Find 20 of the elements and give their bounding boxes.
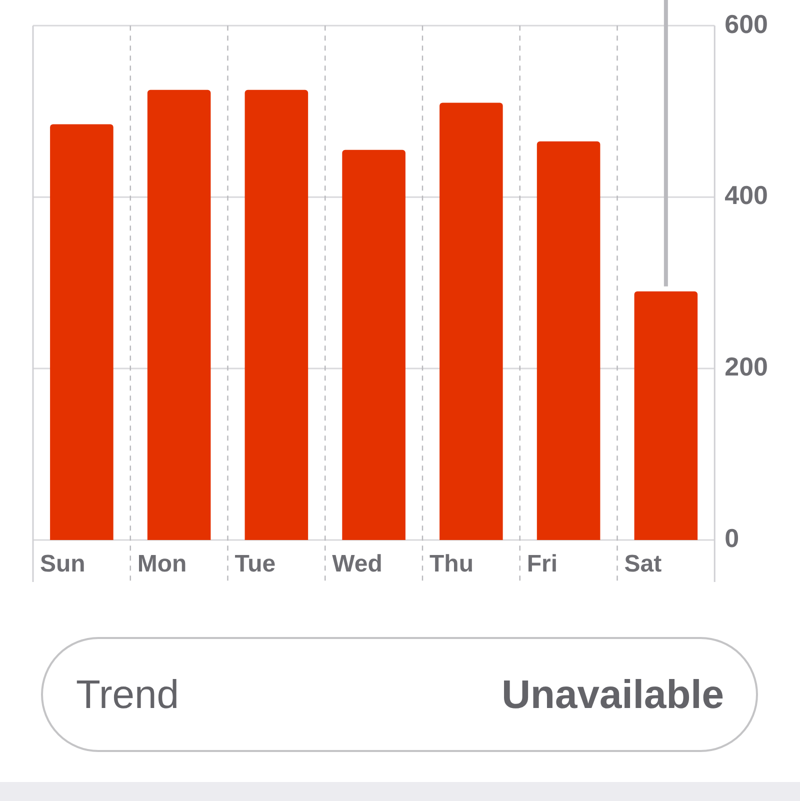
bar bbox=[342, 150, 406, 540]
bar bbox=[147, 90, 211, 540]
x-tick-label: Sun bbox=[40, 550, 86, 578]
text: Trend bbox=[76, 672, 180, 718]
bar bbox=[50, 124, 114, 540]
bar bbox=[244, 90, 308, 540]
x-tick-label: Fri bbox=[526, 550, 558, 578]
x-tick-label: Tue bbox=[234, 550, 276, 578]
x-tick-label: Sat bbox=[624, 550, 662, 578]
bar bbox=[536, 141, 600, 540]
x-tick-label: Thu bbox=[429, 550, 474, 578]
bar bbox=[440, 102, 503, 540]
bar bbox=[634, 291, 698, 540]
x-tick-label: Wed bbox=[332, 550, 382, 578]
y-tick-label: 400 bbox=[724, 180, 768, 210]
y-tick-label: 200 bbox=[724, 352, 768, 382]
x-tick-label: Mon bbox=[137, 550, 187, 578]
text: Unavailable bbox=[502, 672, 724, 718]
y-tick-label: 600 bbox=[724, 8, 768, 39]
y-tick-label: 0 bbox=[724, 523, 740, 554]
